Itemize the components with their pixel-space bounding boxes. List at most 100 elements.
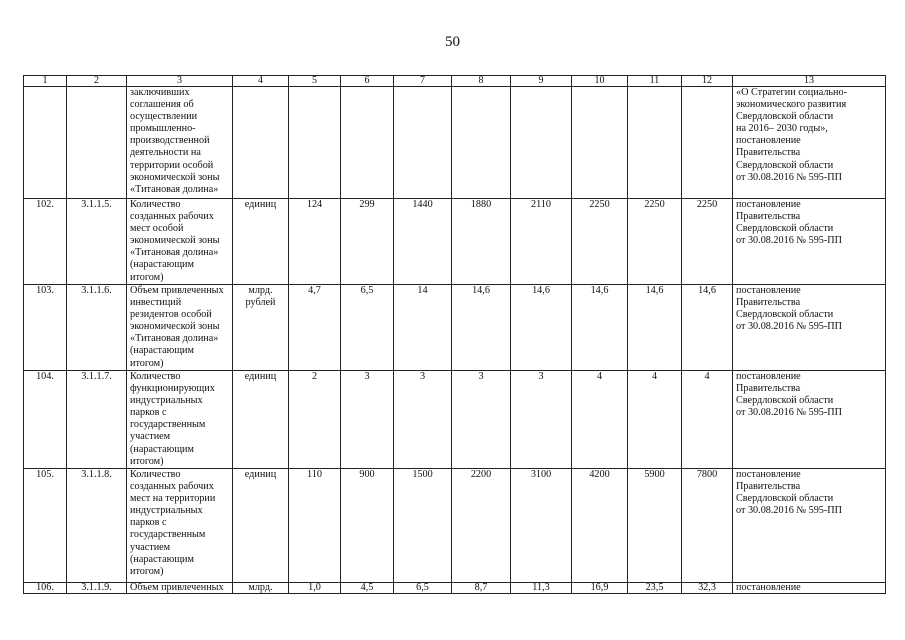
cell-col-4: единиц — [232, 198, 289, 285]
cell-col-9: 2110 — [510, 198, 572, 285]
table-row: 103. 3.1.1.6. Объем привлеченных инвестици… — [23, 284, 886, 371]
header-cell-col-12: 12 — [681, 75, 733, 87]
cell-col-6: 900 — [340, 468, 394, 583]
cell-col-10: 2250 — [571, 198, 628, 285]
cell-col-13: «О Стратегии социально- экономического р… — [732, 86, 886, 199]
cell-col-13: постановление Правительства Свердловской… — [732, 284, 886, 371]
cell-col-9 — [510, 86, 572, 199]
cell-col-13: постановление Правительства Свердловской… — [732, 370, 886, 469]
header-cell-col-3: 3 — [126, 75, 233, 87]
cell-col-7 — [393, 86, 452, 199]
cell-col-1 — [23, 86, 67, 199]
cell-col-5 — [288, 86, 341, 199]
header-cell-col-2: 2 — [66, 75, 127, 87]
cell-col-1: 102. — [23, 198, 67, 285]
cell-col-12: 14,6 — [681, 284, 733, 371]
header-cell-col-6: 6 — [340, 75, 394, 87]
cell-col-12: 4 — [681, 370, 733, 469]
header-cell-col-9: 9 — [510, 75, 572, 87]
cell-col-5: 124 — [288, 198, 341, 285]
cell-col-6: 6,5 — [340, 284, 394, 371]
cell-col-5: 1,0 — [288, 582, 341, 594]
header-cell-col-1: 1 — [23, 75, 67, 87]
header-cell-col-11: 11 — [627, 75, 682, 87]
cell-col-8: 1880 — [451, 198, 511, 285]
table-row: заключивших соглашения об осуществлении … — [23, 86, 886, 199]
cell-col-10: 16,9 — [571, 582, 628, 594]
table-row: 105. 3.1.1.8. Количество созданных рабочих… — [23, 468, 886, 583]
indicators-table: 1 2 3 4 5 6 7 8 9 10 11 12 13 заключивших соглашения … — [23, 75, 886, 594]
cell-col-1: 104. — [23, 370, 67, 469]
header-cell-col-7: 7 — [393, 75, 452, 87]
header-cell-col-5: 5 — [288, 75, 341, 87]
cell-col-1: 105. — [23, 468, 67, 583]
cell-col-11: 5900 — [627, 468, 682, 583]
cell-col-2 — [66, 86, 127, 199]
cell-col-4: млрд. рублей — [232, 284, 289, 371]
cell-col-11 — [627, 86, 682, 199]
cell-col-8: 2200 — [451, 468, 511, 583]
cell-col-4: млрд. — [232, 582, 289, 594]
cell-col-2: 3.1.1.8. — [66, 468, 127, 583]
cell-col-11: 14,6 — [627, 284, 682, 371]
cell-col-7: 6,5 — [393, 582, 452, 594]
cell-col-7: 1500 — [393, 468, 452, 583]
cell-col-7: 3 — [393, 370, 452, 469]
header-cell-col-4: 4 — [232, 75, 289, 87]
cell-col-2: 3.1.1.5. — [66, 198, 127, 285]
cell-col-6 — [340, 86, 394, 199]
table-row: 104. 3.1.1.7. Количество функционирующих и… — [23, 370, 886, 469]
cell-col-3: Объем привлеченных инвестиций резидентов… — [126, 284, 233, 371]
cell-col-9: 14,6 — [510, 284, 572, 371]
cell-col-3: Количество функционирующих индустриальны… — [126, 370, 233, 469]
cell-col-5: 2 — [288, 370, 341, 469]
cell-col-11: 2250 — [627, 198, 682, 285]
cell-col-3: Количество созданных рабочих мест на тер… — [126, 468, 233, 583]
cell-col-9: 3100 — [510, 468, 572, 583]
page-number: 50 — [445, 34, 460, 50]
cell-col-3: Объем привлеченных — [126, 582, 233, 594]
cell-col-8: 14,6 — [451, 284, 511, 371]
cell-col-2: 3.1.1.9. — [66, 582, 127, 594]
cell-col-6: 299 — [340, 198, 394, 285]
cell-col-1: 103. — [23, 284, 67, 371]
cell-col-2: 3.1.1.7. — [66, 370, 127, 469]
cell-col-12: 2250 — [681, 198, 733, 285]
cell-col-3: Количество созданных рабочих мест особой… — [126, 198, 233, 285]
table-row: 102. 3.1.1.5. Количество созданных рабочих… — [23, 198, 886, 285]
cell-col-8: 3 — [451, 370, 511, 469]
cell-col-7: 14 — [393, 284, 452, 371]
cell-col-1: 106. — [23, 582, 67, 594]
cell-col-4 — [232, 86, 289, 199]
header-cell-col-10: 10 — [571, 75, 628, 87]
cell-col-13: постановление — [732, 582, 886, 594]
cell-col-6: 3 — [340, 370, 394, 469]
cell-col-11: 4 — [627, 370, 682, 469]
header-cell-col-8: 8 — [451, 75, 511, 87]
cell-col-2: 3.1.1.6. — [66, 284, 127, 371]
cell-col-10 — [571, 86, 628, 199]
cell-col-11: 23,5 — [627, 582, 682, 594]
header-cell-col-13: 13 — [732, 75, 886, 87]
cell-col-12 — [681, 86, 733, 199]
cell-col-5: 110 — [288, 468, 341, 583]
cell-col-6: 4,5 — [340, 582, 394, 594]
cell-col-7: 1440 — [393, 198, 452, 285]
cell-col-10: 14,6 — [571, 284, 628, 371]
cell-col-10: 4 — [571, 370, 628, 469]
cell-col-5: 4,7 — [288, 284, 341, 371]
cell-col-9: 11,3 — [510, 582, 572, 594]
cell-col-12: 32,3 — [681, 582, 733, 594]
cell-col-4: единиц — [232, 468, 289, 583]
cell-col-4: единиц — [232, 370, 289, 469]
cell-col-8: 8,7 — [451, 582, 511, 594]
table-row: 106. 3.1.1.9. Объем привлеченных млрд. 1,0 4,… — [23, 582, 886, 594]
cell-col-12: 7800 — [681, 468, 733, 583]
cell-col-9: 3 — [510, 370, 572, 469]
cell-col-8 — [451, 86, 511, 199]
cell-col-13: постановление Правительства Свердловской… — [732, 198, 886, 285]
table-header-row: 1 2 3 4 5 6 7 8 9 10 11 12 13 — [23, 75, 886, 87]
cell-col-13: постановление Правительства Свердловской… — [732, 468, 886, 583]
cell-col-3: заключивших соглашения об осуществлении … — [126, 86, 233, 199]
cell-col-10: 4200 — [571, 468, 628, 583]
